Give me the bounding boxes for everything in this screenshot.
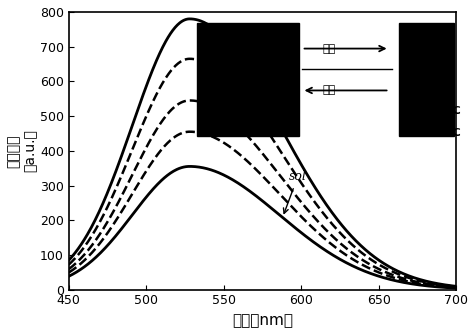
Text: 冷却: 冷却 bbox=[323, 44, 336, 54]
Text: sol: sol bbox=[284, 170, 307, 213]
Text: ≈: ≈ bbox=[428, 116, 439, 129]
Text: 加热: 加热 bbox=[323, 85, 336, 95]
X-axis label: 波长（nm）: 波长（nm） bbox=[232, 313, 293, 328]
Text: 25 ℃: 25 ℃ bbox=[428, 106, 460, 116]
Text: 80 ℃: 80 ℃ bbox=[428, 128, 460, 138]
Y-axis label: 荧光强度
（a.u.）: 荧光强度 （a.u.） bbox=[7, 129, 37, 172]
Text: gel: gel bbox=[220, 35, 282, 109]
